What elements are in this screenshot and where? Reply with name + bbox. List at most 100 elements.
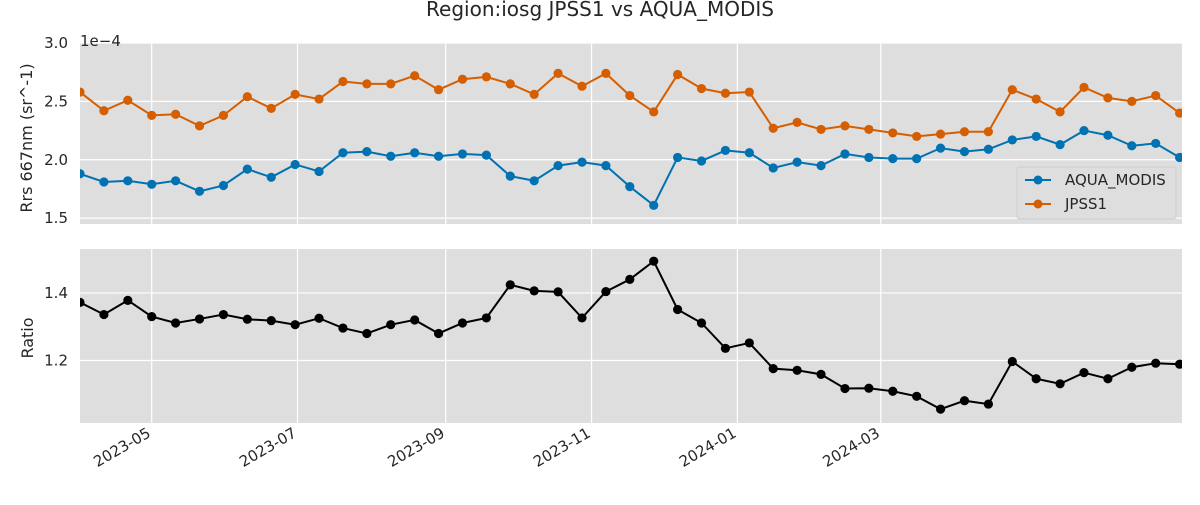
data-point xyxy=(290,320,300,330)
x-tick-labels: 2023-05 2023-07 2023-09 2023-11 2024-01 2024-… xyxy=(90,424,882,471)
data-point xyxy=(625,182,635,192)
data-point xyxy=(1151,358,1161,368)
data-point xyxy=(983,399,993,409)
data-point xyxy=(410,148,420,158)
data-point xyxy=(1151,138,1161,149)
data-point xyxy=(171,318,181,328)
data-point xyxy=(457,149,468,159)
rrs-y-axis-label: Rrs 667nm (sr^-1) xyxy=(17,63,36,212)
data-point xyxy=(362,147,372,157)
data-point xyxy=(673,152,683,163)
data-point xyxy=(481,313,491,323)
ratio-panel-grid xyxy=(80,249,1182,423)
ratio-y-tick-labels: 1.2 1.4 xyxy=(44,284,68,370)
data-point xyxy=(99,106,109,116)
data-point xyxy=(577,313,587,323)
data-point xyxy=(1175,359,1182,369)
rrs-y-tick-labels: 1.5 2.0 2.5 3.0 xyxy=(44,34,68,227)
data-point xyxy=(290,89,300,99)
legend-label-aqua: AQUA_MODIS xyxy=(1065,171,1166,190)
data-point xyxy=(147,179,157,189)
legend-box xyxy=(1016,166,1177,220)
x-tick-label: 2023-09 xyxy=(384,424,447,471)
rrs-panel-grid xyxy=(80,42,1182,224)
data-point xyxy=(99,177,109,187)
data-point xyxy=(864,124,874,135)
y-tick-label: 2.0 xyxy=(44,151,68,169)
data-point xyxy=(433,85,444,95)
data-point xyxy=(720,145,731,156)
data-point xyxy=(935,143,946,153)
data-point xyxy=(80,297,85,307)
data-point xyxy=(1031,131,1041,142)
data-point xyxy=(1127,96,1137,106)
data-point xyxy=(1055,107,1065,117)
y-tick-label: 1.5 xyxy=(44,209,68,227)
data-point xyxy=(505,79,515,89)
y-tick-label: 1.4 xyxy=(44,284,68,302)
data-point xyxy=(0,98,5,107)
data-point xyxy=(983,144,993,154)
data-point xyxy=(433,151,444,161)
data-point xyxy=(840,121,850,131)
data-point xyxy=(314,166,324,177)
data-point xyxy=(816,124,826,135)
data-point xyxy=(410,315,420,325)
data-point xyxy=(218,180,229,191)
data-point xyxy=(1103,374,1113,384)
data-point xyxy=(314,313,324,323)
data-point xyxy=(864,152,874,163)
data-point xyxy=(1175,152,1182,163)
x-tick-label: 2024-03 xyxy=(820,424,883,471)
rrs-series xyxy=(0,68,1182,210)
data-point xyxy=(80,87,85,97)
data-point xyxy=(553,161,563,171)
data-point xyxy=(171,109,181,119)
data-point xyxy=(673,304,683,315)
data-point xyxy=(696,156,707,166)
x-tick-label: 2024-01 xyxy=(676,424,739,471)
data-point xyxy=(1079,82,1089,92)
data-point xyxy=(218,309,229,320)
data-point xyxy=(696,83,707,94)
y-tick-label: 2.5 xyxy=(44,92,68,110)
data-point xyxy=(816,161,826,171)
series-jpss1 xyxy=(0,68,1182,142)
data-point xyxy=(1007,135,1017,145)
data-point xyxy=(123,176,133,186)
data-point xyxy=(959,127,970,137)
rrs-panel: 1.5 2.0 2.5 3.0 1e−4 Rrs 667nm (sr^-1) AQUA… xyxy=(0,32,1182,227)
data-point xyxy=(816,369,826,379)
data-point xyxy=(720,88,731,98)
data-point xyxy=(433,328,444,339)
data-point xyxy=(362,328,372,339)
data-point xyxy=(266,103,276,113)
data-point xyxy=(194,121,205,131)
data-point xyxy=(457,318,468,328)
data-point xyxy=(673,69,683,80)
data-point xyxy=(888,386,898,396)
data-point xyxy=(1055,139,1065,150)
data-point xyxy=(959,147,970,157)
data-point xyxy=(505,171,515,181)
data-point xyxy=(242,92,252,102)
data-point xyxy=(744,338,754,348)
data-point xyxy=(266,316,276,326)
x-tick-label: 2023-05 xyxy=(90,424,153,471)
legend-marker-aqua xyxy=(1033,175,1043,185)
data-point xyxy=(864,383,874,393)
chart-title: Region:iosg JPSS1 vs AQUA_MODIS xyxy=(426,0,774,21)
data-point xyxy=(696,318,707,328)
data-point xyxy=(792,157,802,167)
data-point xyxy=(0,341,5,350)
ratio-panel: 1.2 1.4 Ratio xyxy=(0,249,1182,423)
rrs-offset-label: 1e−4 xyxy=(80,32,121,50)
data-point xyxy=(792,117,802,128)
data-point xyxy=(912,154,922,164)
data-point xyxy=(481,150,491,160)
data-point xyxy=(577,81,587,91)
series-aqua_modis xyxy=(80,125,1182,210)
data-point xyxy=(386,320,396,330)
data-point xyxy=(649,107,659,117)
